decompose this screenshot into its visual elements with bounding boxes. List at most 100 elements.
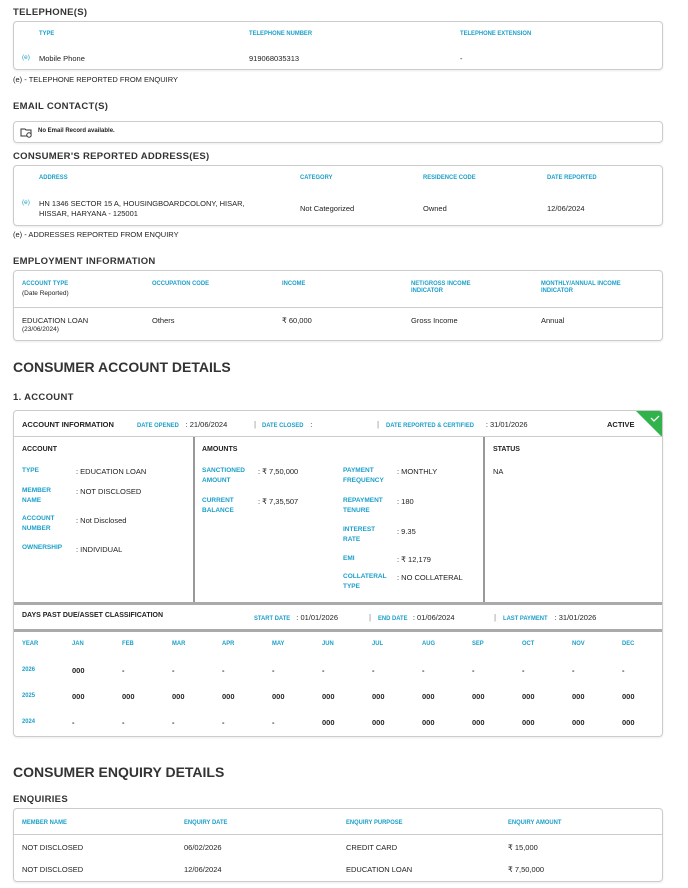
status-col-title: STATUS — [493, 446, 520, 453]
dpd-header-jul: JUL — [372, 640, 384, 647]
col-address: ADDRESS — [39, 174, 68, 181]
active-check-icon — [636, 411, 662, 437]
ownership-label: OWNERSHIP — [22, 544, 63, 551]
dpd-cell: - — [122, 666, 125, 675]
col-type: TYPE — [39, 30, 55, 37]
balance-label: CURRENT BALANCE — [202, 497, 234, 514]
no-email-text: No Email Record available. — [38, 128, 115, 134]
dpd-cell: 000 — [322, 692, 335, 701]
type-value: : EDUCATION LOAN — [76, 467, 147, 476]
col-residence: RESIDENCE CODE — [423, 174, 476, 181]
telephones-heading: TELEPHONE(S) — [13, 7, 88, 18]
enquiry-cell: 06/02/2026 — [184, 843, 222, 852]
email-box: No Email Record available. — [13, 121, 663, 143]
col-date-reported: DATE REPORTED — [547, 174, 597, 181]
enquiry-cell: ₹ 15,000 — [508, 843, 538, 852]
address-table: ADDRESS CATEGORY RESIDENCE CODE DATE REP… — [13, 165, 663, 226]
email-heading: EMAIL CONTACT(S) — [13, 101, 109, 112]
divider: | — [494, 613, 497, 622]
dpd-cell: - — [372, 666, 375, 675]
dpd-cell: 000 — [372, 718, 385, 727]
dpd-title: DAYS PAST DUE/ASSET CLASSIFICATION — [22, 612, 164, 619]
col-net-gross: NET/GROSS INCOME INDICATOR — [411, 280, 471, 294]
col-category: CATEGORY — [300, 174, 333, 181]
account-number-label: ACCOUNT NUMBER — [22, 515, 55, 532]
dpd-header-year: YEAR — [22, 640, 39, 647]
member-label: MEMBER NAME — [22, 487, 51, 504]
dpd-cell: 000 — [572, 718, 585, 727]
dpd-cell: - — [122, 718, 125, 727]
sanctioned-label: SANCTIONED AMOUNT — [202, 467, 245, 484]
enquiry-flag: (e) — [22, 199, 30, 206]
employment-heading: EMPLOYMENT INFORMATION — [13, 256, 156, 267]
frequency-value: : MONTHLY — [397, 467, 438, 476]
enquiry-cell: 12/06/2024 — [184, 865, 222, 874]
account-info-label: ACCOUNT INFORMATION — [22, 420, 114, 429]
enquiry-cell: NOT DISCLOSED — [22, 843, 84, 852]
dpd-cell: - — [572, 666, 575, 675]
col-member-name: MEMBER NAME — [22, 819, 67, 826]
date-reported: : 31/01/2026 — [485, 420, 528, 429]
enquiry-cell: ₹ 7,50,000 — [508, 865, 545, 874]
address-heading: CONSUMER'S REPORTED ADDRESS(ES) — [13, 151, 210, 162]
last-payment: : 31/01/2026 — [554, 613, 597, 622]
status-badge: ACTIVE — [607, 420, 635, 429]
account-col-title: ACCOUNT — [22, 446, 57, 453]
dpd-cell: - — [172, 718, 175, 727]
date-closed-label: DATE CLOSED — [262, 422, 304, 429]
dpd-cell: - — [172, 666, 175, 675]
enquiry-details-heading: CONSUMER ENQUIRY DETAILS — [13, 764, 225, 780]
dpd-cell: 000 — [222, 692, 235, 701]
account-number-value: : Not Disclosed — [76, 516, 127, 525]
enquiry-cell: NOT DISCLOSED — [22, 865, 84, 874]
dpd-header-dec: DEC — [622, 640, 635, 647]
phone-type: Mobile Phone — [39, 54, 85, 63]
employment-monthly-annual: Annual — [541, 316, 565, 325]
dpd-cell: - — [222, 718, 225, 727]
dpd-cell: 000 — [272, 692, 285, 701]
dpd-header-jun: JUN — [322, 640, 334, 647]
telephones-table: TYPE TELEPHONE NUMBER TELEPHONE EXTENSIO… — [13, 21, 663, 70]
dpd-cell: 000 — [122, 692, 135, 701]
employment-date: (23/06/2024) — [22, 326, 59, 333]
dpd-header-sep: SEP — [472, 640, 484, 647]
frequency-label: PAYMENT FREQUENCY — [343, 467, 384, 484]
col-enquiry-amount: ENQUIRY AMOUNT — [508, 819, 562, 826]
phone-number: 919068035313 — [249, 54, 300, 63]
dpd-header-apr: APR — [222, 640, 235, 647]
dpd-cell: 000 — [622, 718, 635, 727]
dpd-cell: 000 — [172, 692, 185, 701]
dpd-year: 2024 — [22, 718, 36, 725]
employment-income: ₹ 60,000 — [282, 316, 312, 325]
end-date-label: END DATE — [378, 615, 408, 622]
date-opened-label: DATE OPENED — [137, 422, 179, 429]
dpd-cell: 000 — [372, 692, 385, 701]
enquiries-heading: ENQUIRIES — [13, 794, 68, 805]
balance-value: : ₹ 7,35,507 — [258, 497, 299, 506]
dpd-cell: 000 — [572, 692, 585, 701]
employment-table: ACCOUNT TYPE (Date Reported) OCCUPATION … — [13, 270, 663, 341]
dpd-cell: - — [622, 666, 625, 675]
enquiries-table: MEMBER NAME ENQUIRY DATE ENQUIRY PURPOSE… — [13, 808, 663, 882]
end-date: : 01/06/2024 — [412, 613, 455, 622]
last-payment-label: LAST PAYMENT — [503, 615, 548, 622]
col-income: INCOME — [282, 280, 306, 287]
dpd-header-oct: OCT — [522, 640, 535, 647]
divider: | — [377, 420, 380, 429]
dpd-cell: 000 — [522, 692, 535, 701]
dpd-header-mar: MAR — [172, 640, 186, 647]
dpd-cell: - — [322, 666, 325, 675]
tenure-label: REPAYMENT TENURE — [343, 497, 383, 514]
account-1-heading: 1. ACCOUNT — [13, 392, 74, 403]
dpd-year: 2026 — [22, 666, 36, 673]
status-value: NA — [493, 467, 504, 476]
account-card: ACCOUNT INFORMATION DATE OPENED : 21/06/… — [13, 410, 663, 737]
dpd-cell: - — [272, 718, 275, 727]
dpd-cell: 000 — [622, 692, 635, 701]
col-occupation: OCCUPATION CODE — [152, 280, 209, 287]
dpd-cell: 000 — [422, 692, 435, 701]
address-residence: Owned — [423, 204, 447, 213]
start-date-label: START DATE — [254, 615, 291, 622]
dpd-cell: - — [422, 666, 425, 675]
date-closed: : — [310, 420, 313, 429]
